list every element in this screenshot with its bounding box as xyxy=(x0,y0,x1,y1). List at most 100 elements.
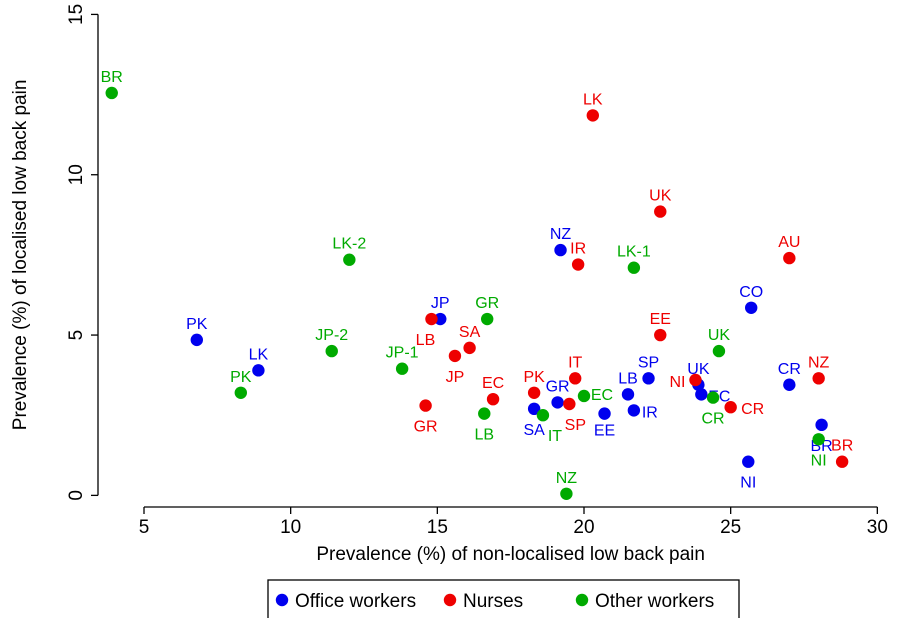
y-tick-label: 5 xyxy=(66,330,87,341)
data-point xyxy=(343,253,356,266)
data-point xyxy=(783,378,796,391)
legend-item: Other workers xyxy=(575,591,714,612)
data-point xyxy=(812,433,825,446)
data-point xyxy=(419,399,432,412)
data-point xyxy=(463,341,476,355)
point-label: SP xyxy=(565,417,586,434)
point-label: IT xyxy=(568,354,582,371)
legend-item: Office workers xyxy=(275,591,416,612)
data-point xyxy=(425,312,438,326)
point-label: NI xyxy=(811,452,827,469)
x-ticks: 5 10 15 20 25 30 xyxy=(139,507,888,538)
point-label: UK xyxy=(687,361,710,378)
data-point xyxy=(654,328,667,342)
data-point xyxy=(812,372,825,385)
legend-label: Nurses xyxy=(463,591,523,612)
data-point xyxy=(571,258,585,271)
data-point xyxy=(835,455,849,468)
point-label: CR xyxy=(741,401,764,418)
data-point xyxy=(325,344,338,358)
point-label: CR xyxy=(778,361,801,378)
data-point xyxy=(621,388,635,401)
point-label: LK xyxy=(249,346,269,363)
data-point xyxy=(577,389,591,403)
data-point xyxy=(234,386,247,399)
data-point xyxy=(252,364,265,377)
y-tick-label: 10 xyxy=(66,164,87,185)
y-tick-label: 15 xyxy=(66,4,87,25)
point-label: NZ xyxy=(550,226,572,243)
point-label: GR xyxy=(475,295,499,312)
data-point xyxy=(783,251,796,265)
point-label: BR xyxy=(831,438,853,455)
point-label: GR xyxy=(414,419,438,436)
point-label: PK xyxy=(230,369,252,386)
data-point xyxy=(654,205,667,218)
point-label: LB xyxy=(474,427,494,444)
x-tick-label: 30 xyxy=(867,517,888,538)
point-label: UK xyxy=(649,188,672,205)
point-label: LK-2 xyxy=(332,236,366,253)
point-label: NI xyxy=(669,374,685,391)
data-point xyxy=(712,344,726,358)
legend-marker xyxy=(443,593,457,607)
point-label: EC xyxy=(591,387,613,404)
point-label: JP xyxy=(446,369,465,386)
data-point xyxy=(627,261,641,274)
point-label: LK xyxy=(583,91,603,108)
data-point xyxy=(434,312,447,326)
data-point xyxy=(478,407,491,420)
data-point xyxy=(695,388,708,401)
legend-item: Nurses xyxy=(443,591,523,612)
point-label: AU xyxy=(778,234,800,251)
point-label: SA xyxy=(523,422,545,439)
data-point xyxy=(105,86,118,100)
point-label: IR xyxy=(642,404,658,421)
data-point xyxy=(481,312,494,326)
point-label: SP xyxy=(638,354,659,371)
point-label: PK xyxy=(523,369,545,386)
data-point xyxy=(627,404,641,417)
x-tick-label: 10 xyxy=(280,517,301,538)
point-label: CR xyxy=(702,411,725,428)
data-point xyxy=(486,392,500,406)
point-label: LB xyxy=(618,370,638,387)
y-ticks: 0 5 10 15 xyxy=(66,4,98,501)
x-axis-label: Prevalence (%) of non-localised low back… xyxy=(316,544,705,565)
point-label: GR xyxy=(546,378,570,395)
data-point xyxy=(395,362,409,375)
axes xyxy=(97,14,878,508)
data-point xyxy=(448,349,462,363)
data-point xyxy=(724,401,737,414)
data-point xyxy=(586,109,599,122)
data-point xyxy=(569,372,582,385)
point-label: PK xyxy=(186,316,208,333)
data-point xyxy=(563,397,576,411)
point-label: IR xyxy=(570,241,586,258)
data-point xyxy=(560,487,573,500)
data-point xyxy=(551,396,564,409)
data-point xyxy=(190,333,203,347)
data-point xyxy=(742,455,755,468)
data-point xyxy=(745,301,758,315)
data-point xyxy=(689,373,702,387)
point-label: LB xyxy=(416,332,436,349)
point-label: CO xyxy=(739,284,763,301)
point-label: EC xyxy=(482,375,504,392)
legend-label: Other workers xyxy=(595,591,714,612)
point-label: NZ xyxy=(556,470,578,487)
legend-marker xyxy=(275,593,289,607)
x-tick-label: 25 xyxy=(720,517,741,538)
x-tick-label: 20 xyxy=(573,517,594,538)
x-tick-label: 15 xyxy=(427,517,448,538)
legend-marker xyxy=(575,593,589,607)
data-point xyxy=(642,372,655,385)
point-label: UK xyxy=(708,327,731,344)
data-point xyxy=(598,407,611,420)
y-tick-label: 0 xyxy=(66,490,87,501)
point-label: LK-1 xyxy=(617,244,651,261)
